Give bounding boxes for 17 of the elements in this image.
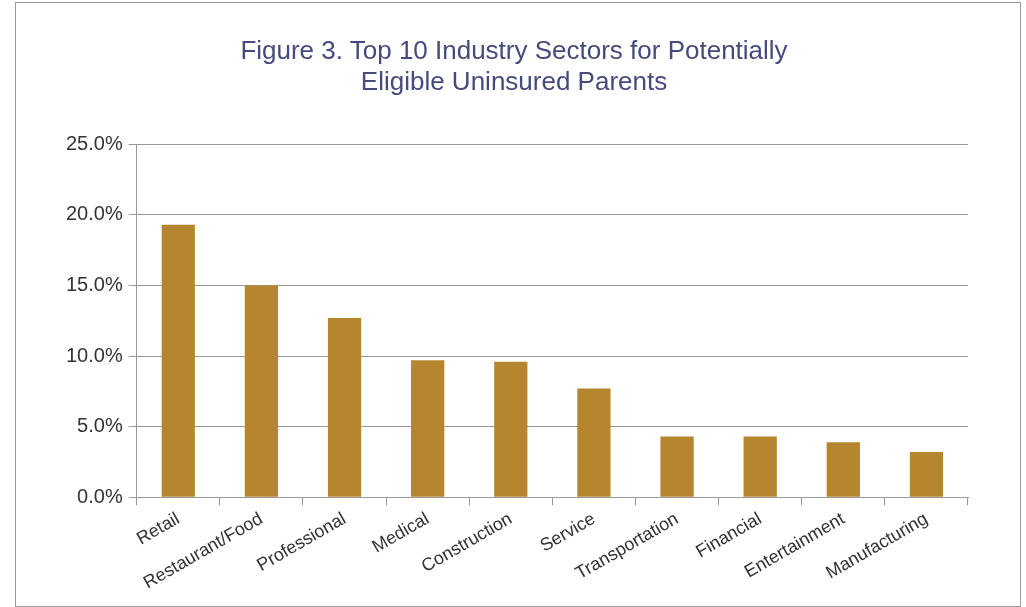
- y-tick-label: 10.0%: [65, 343, 123, 366]
- bar: [327, 318, 362, 497]
- bar: [743, 436, 777, 497]
- bar: [244, 285, 279, 497]
- bar: [411, 360, 445, 497]
- y-tick-label: 5.0%: [77, 414, 123, 437]
- bar: [909, 452, 944, 497]
- bar: [161, 224, 195, 497]
- y-tick-label: 25.0%: [65, 131, 123, 154]
- bar: [826, 442, 860, 497]
- bar: [660, 436, 694, 497]
- y-tick-label: 0.0%: [77, 484, 123, 507]
- y-tick-label: 15.0%: [65, 273, 123, 296]
- y-tick-label: 20.0%: [65, 202, 123, 225]
- bar: [577, 388, 611, 497]
- chart-title: Figure 3. Top 10 Industry Sectors for Potentially Eligible Uninsured Parents: [240, 34, 788, 96]
- bar: [494, 361, 528, 497]
